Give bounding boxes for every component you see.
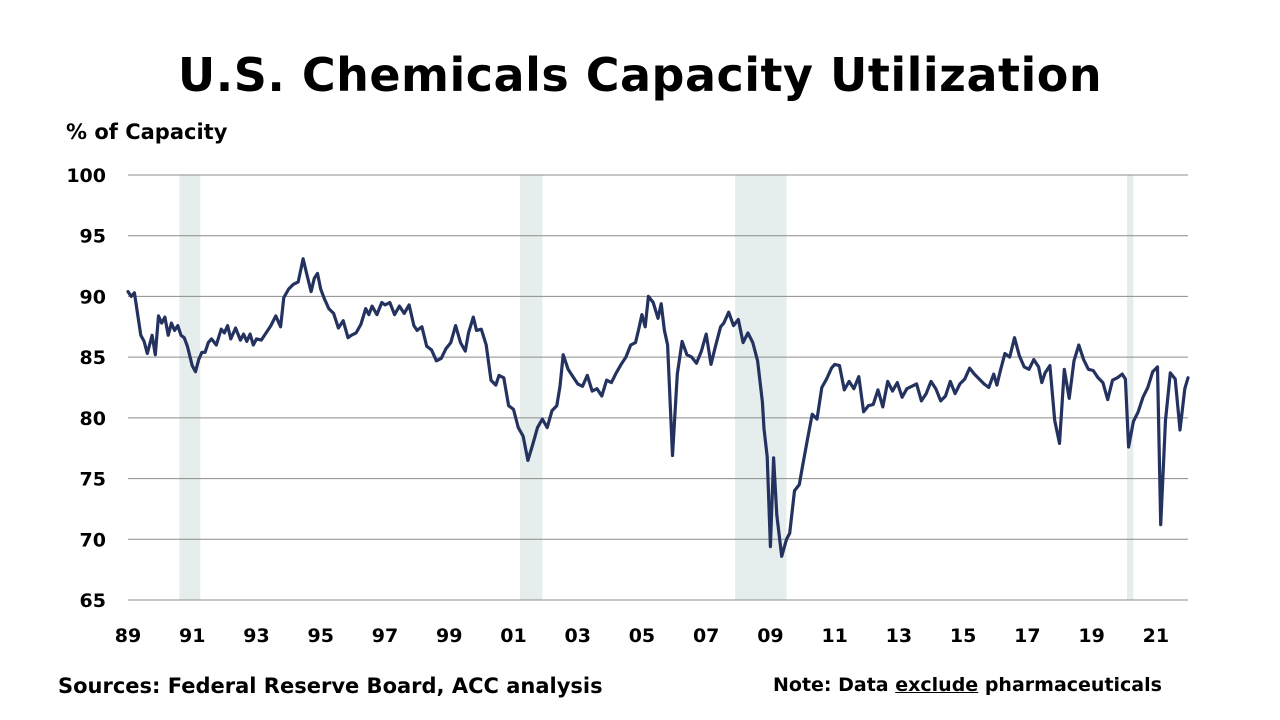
x-tick-label: 15 bbox=[950, 625, 976, 647]
recession-band-0 bbox=[179, 175, 201, 600]
x-tick-label: 01 bbox=[500, 625, 526, 647]
x-tick-label: 19 bbox=[1078, 625, 1104, 647]
x-tick-label: 13 bbox=[886, 625, 912, 647]
recession-band-1 bbox=[519, 175, 543, 600]
y-tick-label: 90 bbox=[80, 286, 106, 308]
x-tick-label: 05 bbox=[629, 625, 655, 647]
gridlines bbox=[128, 174, 1188, 601]
y-tick-label: 100 bbox=[66, 165, 106, 187]
x-tick-label: 17 bbox=[1014, 625, 1040, 647]
y-tick-label: 85 bbox=[80, 347, 106, 369]
x-tick-label: 97 bbox=[372, 625, 398, 647]
x-tick-label: 09 bbox=[757, 625, 783, 647]
note-suffix: pharmaceuticals bbox=[984, 674, 1162, 696]
y-tick-label: 95 bbox=[80, 226, 106, 248]
y-axis-label: % of Capacity bbox=[66, 120, 228, 144]
x-tick-label: 91 bbox=[179, 625, 205, 647]
chart-title: U.S. Chemicals Capacity Utilization bbox=[177, 48, 1103, 102]
y-tick-label: 75 bbox=[80, 469, 106, 491]
y-tick-label: 65 bbox=[80, 590, 106, 612]
y-tick-label: 80 bbox=[80, 408, 106, 430]
data-note: Note: Data exclude pharmaceuticals bbox=[773, 674, 1162, 696]
x-tick-label: 95 bbox=[308, 625, 334, 647]
note-emphasis: exclude bbox=[895, 674, 979, 696]
series-layer bbox=[126, 257, 1190, 558]
series-line-0 bbox=[126, 257, 1190, 558]
x-tick-label: 21 bbox=[1143, 625, 1169, 647]
x-tick-label: 93 bbox=[243, 625, 269, 647]
x-tick-label: 07 bbox=[693, 625, 719, 647]
y-tick-label: 70 bbox=[80, 529, 106, 551]
recession-band-3 bbox=[1126, 175, 1134, 600]
x-tick-label: 99 bbox=[436, 625, 462, 647]
x-axis-ticks: 89 91 93 95 97 99 01 03 05 07 09 11 13 15 17 19 21 bbox=[115, 625, 1169, 647]
source-note: Sources: Federal Reserve Board, ACC anal… bbox=[58, 674, 603, 698]
x-tick-label: 89 bbox=[115, 625, 141, 647]
x-tick-label: 03 bbox=[564, 625, 590, 647]
x-tick-label: 11 bbox=[821, 625, 847, 647]
note-prefix: Note: Data bbox=[773, 674, 889, 696]
y-axis-ticks: 100 95 90 85 80 75 70 65 bbox=[66, 165, 106, 612]
